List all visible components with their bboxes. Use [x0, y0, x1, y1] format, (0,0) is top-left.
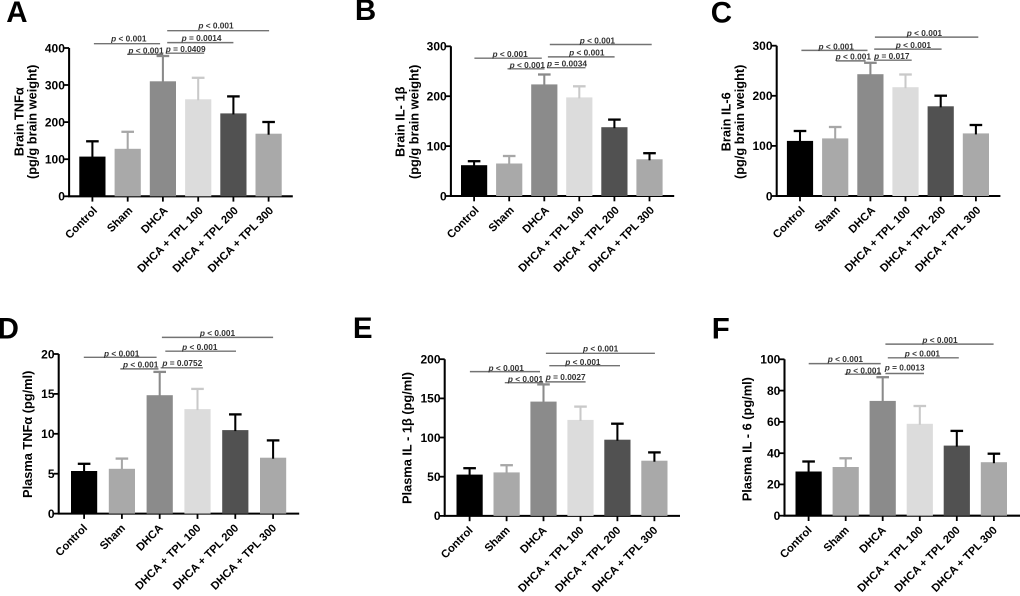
svg-text:0: 0 — [774, 509, 781, 523]
svg-text:p = 0.0014: p = 0.0014 — [181, 33, 222, 43]
svg-text:Plasma IL - 6 (pg/ml): Plasma IL - 6 (pg/ml) — [739, 377, 754, 501]
svg-text:150: 150 — [420, 392, 440, 406]
svg-text:C: C — [711, 0, 732, 29]
svg-text:p = 0.017: p = 0.017 — [873, 51, 910, 61]
svg-text:10: 10 — [41, 427, 55, 441]
svg-text:p < 0.001: p < 0.001 — [197, 20, 234, 30]
svg-text:40: 40 — [767, 447, 781, 461]
svg-text:80: 80 — [767, 384, 781, 398]
svg-text:0: 0 — [440, 189, 447, 203]
svg-text:(pg/g brain weight): (pg/g brain weight) — [732, 65, 747, 179]
svg-text:p < 0.001: p < 0.001 — [564, 357, 601, 367]
svg-text:200: 200 — [752, 89, 772, 103]
svg-text:0: 0 — [434, 509, 441, 523]
svg-text:p < 0.001: p < 0.001 — [845, 366, 882, 376]
svg-text:p = 0.0409: p = 0.0409 — [165, 44, 206, 54]
svg-text:200: 200 — [427, 90, 447, 104]
svg-text:Plasma IL - 1β (pg/ml): Plasma IL - 1β (pg/ml) — [399, 372, 414, 504]
svg-text:100: 100 — [427, 139, 447, 153]
svg-text:100: 100 — [760, 353, 780, 367]
svg-text:50: 50 — [427, 470, 441, 484]
svg-text:p < 0.001: p < 0.001 — [818, 41, 855, 51]
svg-text:p < 0.001: p < 0.001 — [904, 349, 941, 359]
svg-text:p < 0.001: p < 0.001 — [568, 48, 605, 58]
svg-text:100: 100 — [752, 139, 772, 153]
svg-text:Brain IL- 1β: Brain IL- 1β — [392, 86, 407, 157]
svg-text:300: 300 — [427, 40, 447, 54]
svg-text:p < 0.001: p < 0.001 — [835, 52, 872, 62]
svg-text:p < 0.001: p < 0.001 — [895, 40, 932, 50]
svg-text:0: 0 — [48, 507, 55, 521]
svg-text:p < 0.001: p < 0.001 — [906, 28, 943, 38]
svg-text:p < 0.001: p < 0.001 — [127, 45, 164, 55]
svg-text:20: 20 — [767, 478, 781, 492]
svg-text:p < 0.001: p < 0.001 — [181, 342, 218, 352]
svg-text:p < 0.001: p < 0.001 — [921, 335, 958, 345]
svg-text:A: A — [6, 0, 27, 29]
svg-text:100: 100 — [420, 431, 440, 445]
svg-text:100: 100 — [45, 153, 65, 167]
svg-text:E: E — [353, 312, 373, 345]
svg-text:5: 5 — [48, 467, 55, 481]
svg-text:Brain TNFα: Brain TNFα — [11, 87, 26, 156]
svg-text:20: 20 — [41, 347, 55, 361]
svg-text:15: 15 — [41, 387, 55, 401]
svg-text:p < 0.001: p < 0.001 — [199, 328, 236, 338]
svg-text:200: 200 — [45, 115, 65, 129]
svg-text:p < 0.001: p < 0.001 — [582, 344, 619, 354]
svg-text:p = 0.0013: p = 0.0013 — [884, 363, 925, 373]
svg-text:D: D — [0, 313, 19, 346]
svg-text:Plasma TNFα (pg/ml): Plasma TNFα (pg/ml) — [20, 371, 35, 498]
svg-text:p < 0.001: p < 0.001 — [110, 34, 147, 44]
svg-text:p < 0.001: p < 0.001 — [488, 363, 525, 373]
svg-text:Brain IL-6: Brain IL-6 — [719, 92, 734, 151]
svg-text:p < 0.001: p < 0.001 — [122, 359, 159, 369]
svg-text:0: 0 — [766, 189, 773, 203]
svg-text:B: B — [355, 0, 376, 27]
svg-text:p = 0.0034: p = 0.0034 — [546, 59, 587, 69]
svg-text:p < 0.001: p < 0.001 — [103, 348, 140, 358]
svg-text:p < 0.001: p < 0.001 — [827, 354, 864, 364]
svg-text:p < 0.001: p < 0.001 — [509, 60, 546, 70]
svg-text:(pg/g brain weight): (pg/g brain weight) — [25, 65, 40, 179]
svg-text:60: 60 — [767, 415, 781, 429]
svg-text:p = 0.0027: p = 0.0027 — [545, 372, 586, 382]
svg-text:p < 0.001: p < 0.001 — [507, 374, 544, 384]
svg-text:300: 300 — [752, 39, 772, 53]
svg-text:0: 0 — [58, 190, 65, 204]
svg-text:300: 300 — [45, 78, 65, 92]
svg-text:p = 0.0752: p = 0.0752 — [161, 358, 202, 368]
svg-text:p < 0.001: p < 0.001 — [491, 49, 528, 59]
svg-text:200: 200 — [420, 353, 440, 367]
svg-text:400: 400 — [45, 41, 65, 55]
svg-text:p < 0.001: p < 0.001 — [579, 36, 616, 46]
svg-text:F: F — [712, 313, 730, 346]
svg-text:(pg/g brain weight): (pg/g brain weight) — [406, 65, 421, 179]
